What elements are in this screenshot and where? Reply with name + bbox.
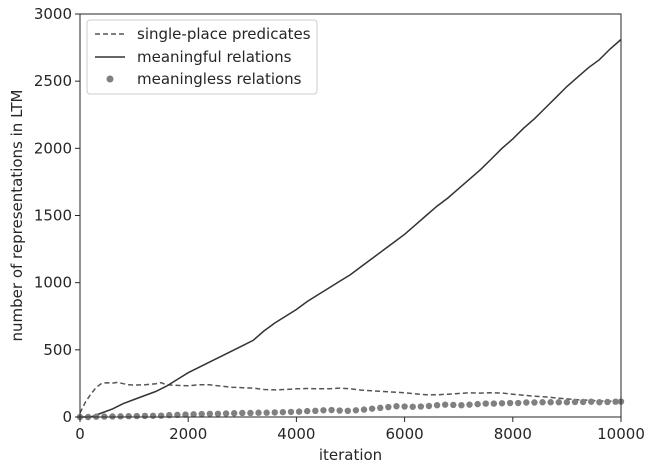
data-point-meaningless-relations bbox=[531, 399, 538, 406]
data-point-meaningless-relations bbox=[506, 399, 514, 407]
data-point-meaningless-relations bbox=[368, 405, 376, 412]
data-point-meaningless-relations bbox=[563, 399, 571, 406]
data-point-meaningless-relations bbox=[474, 400, 481, 408]
data-point-meaningless-relations bbox=[222, 410, 230, 417]
data-point-meaningless-relations bbox=[385, 403, 392, 411]
data-point-meaningless-relations bbox=[328, 406, 335, 414]
data-point-meaningless-relations bbox=[182, 411, 189, 418]
series-line-meaningful-relations bbox=[80, 38, 622, 418]
legend-label-meaningful-relations: meaningful relations bbox=[137, 48, 292, 66]
x-tick-label: 8000 bbox=[494, 425, 532, 443]
y-tick-label: 2000 bbox=[34, 139, 72, 157]
data-point-meaningless-relations bbox=[579, 398, 587, 406]
legend-label-meaningless-relations: meaningless relations bbox=[137, 70, 302, 88]
data-point-meaningless-relations bbox=[515, 399, 522, 407]
data-point-meaningless-relations bbox=[141, 412, 149, 420]
data-point-meaningless-relations bbox=[279, 408, 287, 416]
x-axis-ticks: 0 2000 4000 6000 8000 10000 bbox=[75, 417, 645, 443]
data-point-meaningless-relations bbox=[133, 412, 141, 420]
data-point-meaningless-relations bbox=[450, 401, 457, 409]
legend-box bbox=[86, 19, 318, 95]
x-tick-label: 4000 bbox=[277, 425, 315, 443]
x-axis-label: iteration bbox=[319, 446, 382, 461]
y-tick-label: 0 bbox=[62, 408, 72, 426]
data-point-meaningless-relations bbox=[255, 409, 262, 416]
data-point-meaningless-relations bbox=[401, 403, 408, 410]
data-point-meaningless-relations bbox=[295, 408, 303, 415]
data-point-meaningless-relations bbox=[596, 399, 603, 406]
data-point-meaningless-relations bbox=[230, 410, 238, 417]
data-point-meaningless-relations bbox=[409, 403, 416, 410]
data-point-meaningless-relations bbox=[304, 407, 311, 415]
data-point-meaningless-relations bbox=[271, 409, 278, 416]
data-point-meaningless-relations bbox=[482, 400, 489, 407]
data-point-meaningless-relations bbox=[344, 407, 351, 415]
x-tick-label: 6000 bbox=[386, 425, 424, 443]
data-point-meaningless-relations bbox=[117, 413, 124, 420]
data-point-meaningless-relations bbox=[198, 410, 205, 418]
legend: single-place predicates meaningful relat… bbox=[86, 19, 318, 95]
data-point-meaningless-relations bbox=[588, 398, 595, 405]
data-point-meaningless-relations bbox=[336, 407, 343, 414]
data-point-meaningless-relations bbox=[377, 404, 384, 412]
data-point-meaningless-relations bbox=[239, 409, 246, 417]
data-point-meaningless-relations bbox=[125, 412, 132, 420]
y-tick-label: 3000 bbox=[34, 5, 72, 23]
legend-swatch-meaningless-relations bbox=[106, 75, 114, 83]
data-point-meaningless-relations bbox=[263, 409, 270, 416]
data-point-meaningless-relations bbox=[555, 399, 562, 406]
series-line-single-place-predicates bbox=[79, 381, 622, 414]
data-point-meaningless-relations bbox=[604, 398, 611, 406]
data-point-meaningless-relations bbox=[458, 401, 465, 409]
legend-label-single-place-predicates: single-place predicates bbox=[137, 25, 311, 43]
data-point-meaningless-relations bbox=[174, 411, 181, 419]
data-point-meaningless-relations bbox=[190, 411, 197, 418]
data-point-meaningless-relations bbox=[612, 398, 619, 405]
data-point-meaningless-relations bbox=[441, 401, 449, 408]
data-point-meaningless-relations bbox=[312, 407, 319, 415]
data-point-meaningless-relations bbox=[206, 410, 214, 417]
data-point-meaningless-relations bbox=[287, 408, 295, 416]
x-tick-label: 2000 bbox=[169, 425, 207, 443]
data-point-meaningless-relations bbox=[157, 412, 165, 419]
series-layer bbox=[76, 38, 625, 421]
data-point-meaningless-relations bbox=[547, 399, 554, 406]
data-point-meaningless-relations bbox=[490, 400, 498, 407]
data-point-meaningless-relations bbox=[539, 399, 546, 406]
y-tick-label: 1000 bbox=[34, 274, 72, 292]
x-tick-label: 10000 bbox=[597, 425, 645, 443]
x-tick-label: 0 bbox=[75, 425, 85, 443]
data-point-meaningless-relations bbox=[571, 398, 579, 406]
data-point-meaningless-relations bbox=[109, 413, 116, 420]
series-meaningless-relations bbox=[76, 398, 625, 421]
data-point-meaningless-relations bbox=[523, 399, 530, 406]
data-point-meaningless-relations bbox=[320, 407, 327, 414]
data-point-meaningless-relations bbox=[149, 412, 157, 419]
data-point-meaningless-relations bbox=[417, 403, 425, 410]
data-point-meaningless-relations bbox=[425, 402, 433, 410]
data-point-meaningless-relations bbox=[352, 407, 360, 414]
data-point-meaningless-relations bbox=[214, 410, 222, 417]
data-point-meaningless-relations bbox=[466, 401, 473, 408]
y-tick-label: 1500 bbox=[34, 207, 72, 225]
y-axis-label: number of representations in LTM bbox=[8, 90, 26, 342]
data-point-meaningless-relations bbox=[393, 403, 400, 410]
data-point-meaningless-relations bbox=[360, 406, 368, 413]
data-point-meaningless-relations bbox=[498, 400, 506, 407]
y-axis-ticks: 0 500 1000 1500 2000 2500 3000 bbox=[34, 5, 80, 426]
y-tick-label: 2500 bbox=[34, 72, 72, 90]
data-point-meaningless-relations bbox=[247, 409, 254, 417]
y-tick-label: 500 bbox=[43, 341, 72, 359]
data-point-meaningless-relations bbox=[433, 401, 441, 409]
